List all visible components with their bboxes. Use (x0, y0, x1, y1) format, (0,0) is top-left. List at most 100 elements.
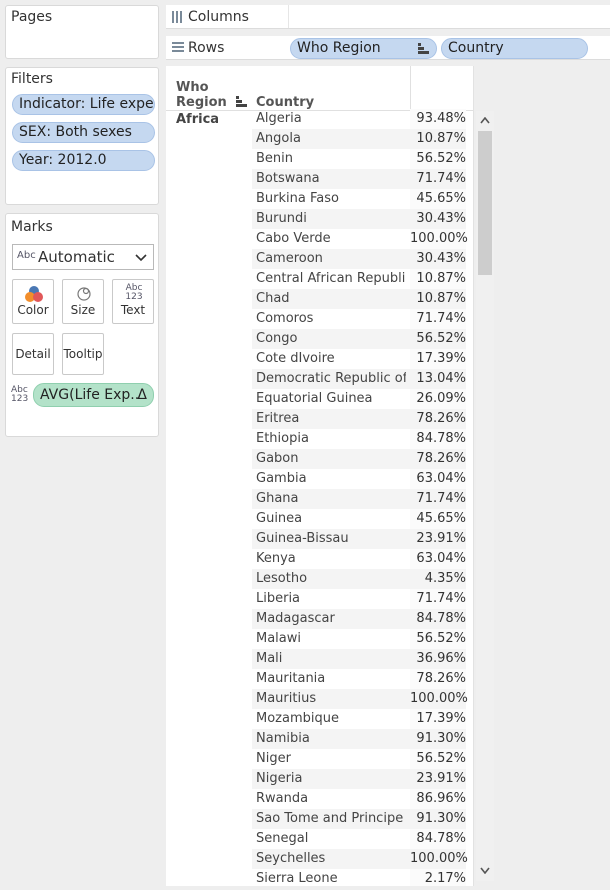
table-row-value[interactable]: 71.74% (416, 171, 466, 186)
table-row-value[interactable]: 56.52% (416, 631, 466, 646)
table-row-value[interactable]: 2.17% (424, 871, 466, 886)
table-row-value[interactable]: 17.39% (416, 351, 466, 366)
table-row-value[interactable]: 91.30% (416, 731, 466, 746)
table-row-country[interactable]: Kenya (256, 551, 296, 566)
table-row-value[interactable]: 30.43% (416, 211, 466, 226)
table-row-value[interactable]: 100.00% (410, 851, 468, 866)
table-row-country[interactable]: Ghana (256, 491, 299, 506)
table-row-value[interactable]: 45.65% (416, 511, 466, 526)
table-row-country[interactable]: Ethiopia (256, 431, 309, 446)
table-row-country[interactable]: Burkina Faso (256, 191, 339, 206)
table-row-country[interactable]: Rwanda (256, 791, 309, 806)
table-row-value[interactable]: 78.26% (416, 451, 466, 466)
table-row-value[interactable]: 86.96% (416, 791, 466, 806)
table-row-country[interactable]: Comoros (256, 311, 314, 326)
table-row-country[interactable]: Seychelles (256, 851, 326, 866)
table-row-country[interactable]: Chad (256, 291, 290, 306)
table-row-country[interactable]: Algeria (256, 111, 302, 126)
table-row-value[interactable]: 30.43% (416, 251, 466, 266)
table-row-country[interactable]: Guinea-Bissau (256, 531, 349, 546)
scroll-up-arrow[interactable] (476, 111, 494, 129)
vertical-scrollbar[interactable] (476, 111, 494, 881)
row-band (410, 149, 466, 169)
filter-pill-sex[interactable]: SEX: Both sexes (12, 122, 155, 143)
table-row-country[interactable]: Nigeria (256, 771, 303, 786)
table-row-value[interactable]: 45.65% (416, 191, 466, 206)
table-row-value[interactable]: 84.78% (416, 431, 466, 446)
row-band (410, 429, 466, 449)
table-row-country[interactable]: Sao Tome and Principe (256, 811, 404, 826)
table-row-value[interactable]: 78.26% (416, 411, 466, 426)
table-row-country[interactable]: Angola (256, 131, 301, 146)
table-row-value[interactable]: 10.87% (416, 131, 466, 146)
table-row-value[interactable]: 17.39% (416, 711, 466, 726)
table-row-country[interactable]: Gabon (256, 451, 299, 466)
table-row-country[interactable]: Mozambique (256, 711, 339, 726)
table-row-value[interactable]: 93.48% (416, 111, 466, 126)
scroll-thumb[interactable] (478, 131, 492, 275)
table-row-value[interactable]: 71.74% (416, 591, 466, 606)
table-row-country[interactable]: Cameroon (256, 251, 323, 266)
table-row-value[interactable]: 36.96% (416, 651, 466, 666)
table-row-value[interactable]: 78.26% (416, 671, 466, 686)
text-button[interactable]: Abc 123 Text (112, 279, 154, 324)
table-row-country[interactable]: Equatorial Guinea (256, 391, 373, 406)
table-row-value[interactable]: 91.30% (416, 811, 466, 826)
filter-pill-indicator[interactable]: Indicator: Life expe.. (12, 94, 155, 115)
table-row-country[interactable]: Congo (256, 331, 298, 346)
table-row-country[interactable]: Malawi (256, 631, 302, 646)
table-row-country[interactable]: Eritrea (256, 411, 300, 426)
pages-card[interactable]: Pages (5, 5, 159, 59)
table-row-value[interactable]: 71.74% (416, 491, 466, 506)
table-row-value[interactable]: 84.78% (416, 611, 466, 626)
size-button[interactable]: Size (62, 279, 104, 324)
scroll-down-arrow[interactable] (476, 861, 494, 879)
columns-drop-area[interactable] (288, 5, 610, 28)
table-row-country[interactable]: Liberia (256, 591, 301, 606)
columns-shelf[interactable]: Columns (166, 5, 610, 29)
table-row-value[interactable]: 23.91% (416, 531, 466, 546)
table-row-value[interactable]: 10.87% (416, 291, 466, 306)
rows-pill-who-region[interactable]: Who Region (290, 38, 437, 59)
table-row-country[interactable]: Cabo Verde (256, 231, 331, 246)
row-band (410, 409, 466, 429)
table-row-value[interactable]: 23.91% (416, 771, 466, 786)
table-row-country[interactable]: Mali (256, 651, 283, 666)
table-row-country[interactable]: Democratic Republic of t.. (256, 371, 406, 386)
table-row-country[interactable]: Guinea (256, 511, 303, 526)
table-row-country[interactable]: Niger (256, 751, 291, 766)
rows-pill-country[interactable]: Country (441, 38, 588, 59)
table-row-country[interactable]: Cote dIvoire (256, 351, 335, 366)
table-row-value[interactable]: 56.52% (416, 331, 466, 346)
table-row-value[interactable]: 63.04% (416, 471, 466, 486)
table-row-value[interactable]: 63.04% (416, 551, 466, 566)
table-row-value[interactable]: 100.00% (410, 691, 468, 706)
table-row-country[interactable]: Mauritius (256, 691, 317, 706)
text-field-pill[interactable]: AVG(Life Exp.. Δ (33, 383, 154, 407)
tooltip-button[interactable]: Tooltip (62, 333, 104, 375)
table-row-value[interactable]: 10.87% (416, 271, 466, 286)
table-row-country[interactable]: Lesotho (256, 571, 308, 586)
table-row-value[interactable]: 84.78% (416, 831, 466, 846)
table-row-country[interactable]: Madagascar (256, 611, 335, 626)
table-row-value[interactable]: 56.52% (416, 151, 466, 166)
table-row-country[interactable]: Sierra Leone (256, 871, 338, 886)
table-row-value[interactable]: 71.74% (416, 311, 466, 326)
table-row-country[interactable]: Gambia (256, 471, 307, 486)
table-row-country[interactable]: Burundi (256, 211, 307, 226)
table-row-country[interactable]: Botswana (256, 171, 320, 186)
table-row-value[interactable]: 100.00% (410, 231, 468, 246)
table-row-value[interactable]: 13.04% (416, 371, 466, 386)
filter-pill-year[interactable]: Year: 2012.0 (12, 150, 155, 171)
table-row-value[interactable]: 56.52% (416, 751, 466, 766)
table-row-country[interactable]: Senegal (256, 831, 309, 846)
table-row-value[interactable]: 26.09% (416, 391, 466, 406)
table-row-value[interactable]: 4.35% (424, 571, 466, 586)
detail-button[interactable]: Detail (12, 333, 54, 375)
color-button[interactable]: Color (12, 279, 54, 324)
table-row-country[interactable]: Benin (256, 151, 294, 166)
table-row-country[interactable]: Namibia (256, 731, 310, 746)
mark-type-dropdown[interactable]: Abc Automatic (12, 244, 154, 270)
table-row-country[interactable]: Mauritania (256, 671, 326, 686)
table-row-country[interactable]: Central African Republic (256, 271, 406, 286)
